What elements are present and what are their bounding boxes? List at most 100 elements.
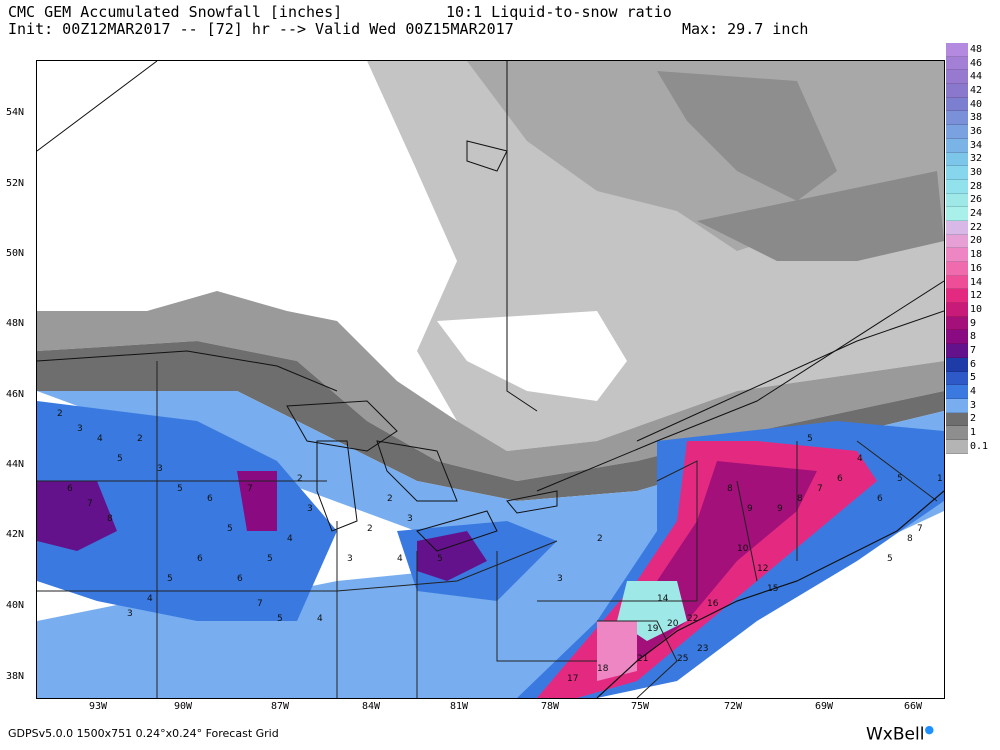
snowfall-value: 10 xyxy=(737,544,749,554)
snowfall-value: 7 xyxy=(257,599,263,609)
lat-label: 42N xyxy=(6,529,25,540)
legend-value: 30 xyxy=(970,167,983,179)
snowfall-map: 2 3 4 5 6 7 8 2 3 5 6 7 5 6 5 4 3 2 3 4 5 6 7 5 4 3 2 2 3 4 5 8 9 10 12 14 1… xyxy=(36,60,945,699)
snowfall-value: 6 xyxy=(237,574,243,584)
legend-swatch: 14 xyxy=(946,275,982,290)
legend-value: 18 xyxy=(970,249,983,261)
legend-value: 26 xyxy=(970,194,983,206)
snowfall-value: 3 xyxy=(157,464,163,474)
lon-label: 69W xyxy=(814,701,834,712)
snowfall-value: 3 xyxy=(127,609,133,619)
lon-label: 84W xyxy=(361,701,381,712)
snowfall-value: 21 xyxy=(637,654,648,664)
snowfall-value: 4 xyxy=(97,434,103,444)
snowfall-value: 2 xyxy=(367,524,373,534)
snowfall-value: 8 xyxy=(727,484,733,494)
lon-label: 81W xyxy=(449,701,469,712)
brand-name: WxBell xyxy=(866,724,925,745)
snowfall-value: 5 xyxy=(117,454,123,464)
lon-label: 66W xyxy=(903,701,923,712)
lat-label: 40N xyxy=(6,600,25,611)
init-valid-time: Init: 00Z12MAR2017 -- [72] hr --> Valid … xyxy=(8,20,514,38)
legend-value: 36 xyxy=(970,125,983,137)
snowfall-value: 14 xyxy=(657,594,669,604)
lat-label: 52N xyxy=(6,178,25,189)
legend-swatch: 44 xyxy=(946,70,982,85)
legend-value: 42 xyxy=(970,84,983,96)
snowfall-value: 4 xyxy=(857,454,863,464)
snowfall-value: 5 xyxy=(167,574,173,584)
legend-value: 38 xyxy=(970,112,983,124)
snowfall-value: 5 xyxy=(897,474,903,484)
legend-swatch: 34 xyxy=(946,138,982,153)
snowfall-value: 18 xyxy=(597,664,609,674)
snowfall-value: 6 xyxy=(837,474,843,484)
legend-value: 8 xyxy=(970,331,977,343)
snowfall-value: 5 xyxy=(227,524,233,534)
snowfall-value: 12 xyxy=(757,564,768,574)
lon-label: 87W xyxy=(270,701,290,712)
snowfall-value: 7 xyxy=(917,524,923,534)
snowfall-value: 8 xyxy=(107,514,113,524)
snowfall-value: 2 xyxy=(387,494,393,504)
lon-label: 75W xyxy=(630,701,650,712)
snowfall-value: 25 xyxy=(677,654,688,664)
snowfall-value: 4 xyxy=(147,594,153,604)
legend-value: 16 xyxy=(970,262,983,274)
legend-value: 14 xyxy=(970,276,983,288)
color-legend: 48 46 44 42 40 38 36 34 32 30 28 26 24 22 20 18 16 14 12 10… xyxy=(946,43,988,454)
legend-swatch: 5 xyxy=(946,371,976,386)
lon-label: 72W xyxy=(723,701,743,712)
snow-ratio-label: 10:1 Liquid-to-snow ratio xyxy=(446,3,672,21)
brand-logo: WxBell● xyxy=(866,723,934,745)
snowfall-value: 5 xyxy=(887,554,893,564)
map-title: CMC GEM Accumulated Snowfall [inches] xyxy=(8,3,343,21)
legend-swatch: 30 xyxy=(946,166,982,180)
snowfall-value: 3 xyxy=(347,554,353,564)
legend-swatch: 18 xyxy=(946,248,982,262)
snowfall-value: 7 xyxy=(247,484,253,494)
legend-value: 46 xyxy=(970,57,983,69)
snowfall-value: 9 xyxy=(747,504,753,514)
legend-value: 10 xyxy=(970,303,983,315)
lat-label: 54N xyxy=(6,107,25,118)
legend-value: 5 xyxy=(970,372,977,384)
snowfall-value: 1 xyxy=(937,474,943,484)
legend-swatch: 10 xyxy=(946,303,982,317)
legend-value: 7 xyxy=(970,344,977,356)
brand-dot-icon: ● xyxy=(924,723,935,736)
legend-swatch: 3 xyxy=(946,398,976,413)
legend-swatch: 48 xyxy=(946,43,982,57)
legend-value: 4 xyxy=(970,386,977,398)
snowfall-value: 5 xyxy=(177,484,183,494)
snowfall-value: 6 xyxy=(67,484,73,494)
lon-label: 78W xyxy=(540,701,560,712)
model-grid-footer: GDPSv5.0.0 1500x751 0.24°x0.24° Forecast… xyxy=(8,727,279,740)
snowfall-value: 6 xyxy=(877,494,883,504)
snowfall-value: 4 xyxy=(317,614,323,624)
snowfall-value: 7 xyxy=(817,484,823,494)
legend-value: 24 xyxy=(970,208,983,220)
snowfall-value: 8 xyxy=(797,494,803,504)
snowfall-value: 2 xyxy=(597,534,603,544)
legend-value: 9 xyxy=(970,317,977,329)
snowfall-value: 2 xyxy=(297,474,303,484)
legend-value: 2 xyxy=(970,413,977,425)
snowfall-value: 3 xyxy=(77,424,83,434)
snowfall-value: 6 xyxy=(197,554,203,564)
legend-swatch: 22 xyxy=(946,220,982,235)
snowfall-value: 5 xyxy=(267,554,273,564)
legend-swatch: 8 xyxy=(946,330,976,345)
snowfall-value: 9 xyxy=(777,504,783,514)
legend-value: 40 xyxy=(970,98,983,110)
snowfall-value: 19 xyxy=(647,624,659,634)
legend-swatch: 9 xyxy=(946,316,976,331)
snowfall-value: 2 xyxy=(137,434,143,444)
snowfall-value: 6 xyxy=(207,494,213,504)
legend-value: 22 xyxy=(970,221,983,233)
snowfall-value: 3 xyxy=(307,504,313,514)
lon-label: 93W xyxy=(88,701,108,712)
snowfall-value: 20 xyxy=(667,619,679,629)
legend-value: 0.1 xyxy=(970,440,989,452)
